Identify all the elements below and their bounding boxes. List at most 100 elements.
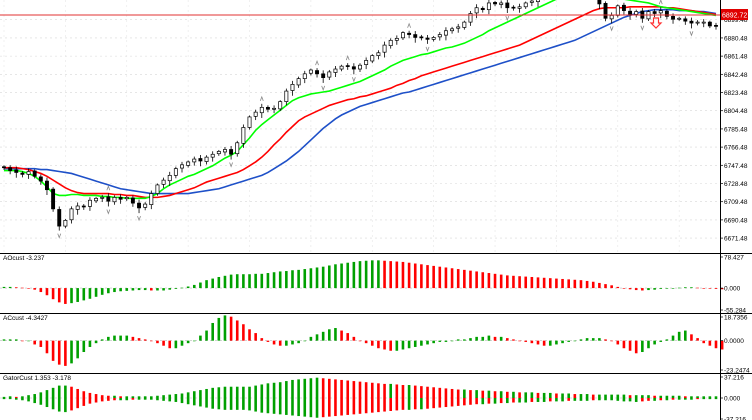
candle-bull[interactable] bbox=[155, 184, 160, 194]
candle-bull[interactable] bbox=[302, 73, 307, 79]
candle-bear[interactable] bbox=[480, 7, 485, 11]
candle-bull[interactable] bbox=[468, 13, 473, 23]
candle-bear[interactable] bbox=[57, 209, 62, 227]
candle-bear[interactable] bbox=[137, 202, 141, 209]
candle-bull[interactable] bbox=[609, 15, 614, 20]
candle-bull[interactable] bbox=[517, 6, 522, 9]
candle-bull[interactable] bbox=[339, 65, 344, 70]
candle-bull[interactable] bbox=[499, 2, 504, 5]
candle-bull[interactable] bbox=[431, 37, 436, 40]
candle-bull[interactable] bbox=[388, 39, 393, 47]
candle-bull[interactable] bbox=[210, 153, 215, 158]
candle-bear[interactable] bbox=[8, 167, 13, 171]
candle-bull[interactable] bbox=[75, 205, 80, 210]
candle-bear[interactable] bbox=[652, 11, 657, 14]
candle-bear[interactable] bbox=[597, 0, 602, 5]
candle-bull[interactable] bbox=[529, 0, 534, 3]
accust-pane[interactable]: ACcust -4.3427 18.7356 0.0000 -23.2474 bbox=[0, 315, 750, 375]
candle-bull[interactable] bbox=[87, 199, 92, 207]
candle-bull[interactable] bbox=[161, 179, 166, 185]
candle-bull[interactable] bbox=[308, 69, 313, 74]
candle-bull[interactable] bbox=[272, 107, 277, 110]
candle-bear[interactable] bbox=[32, 170, 37, 177]
candle-bear[interactable] bbox=[413, 34, 418, 38]
candle-bear[interactable] bbox=[2, 166, 6, 169]
candle-bear[interactable] bbox=[51, 188, 56, 210]
candle-bull[interactable] bbox=[247, 116, 252, 128]
candle-bull[interactable] bbox=[284, 90, 289, 102]
price-axis[interactable]: 6899.48 6880.48 6861.48 6842.48 6823.48 6804.… bbox=[720, 17, 748, 243]
candle-bull[interactable] bbox=[695, 21, 700, 24]
candle-bull[interactable] bbox=[143, 203, 148, 208]
candle-bull[interactable] bbox=[223, 149, 227, 153]
candle-bull[interactable] bbox=[401, 32, 405, 39]
candle-bear[interactable] bbox=[683, 18, 688, 22]
candle-bear[interactable] bbox=[714, 25, 718, 27]
candle-bull[interactable] bbox=[216, 151, 221, 155]
candle-bull[interactable] bbox=[278, 101, 283, 110]
candle-bull[interactable] bbox=[296, 78, 301, 86]
candle-bull[interactable] bbox=[192, 158, 197, 163]
candle-bear[interactable] bbox=[118, 197, 123, 200]
candle-bear[interactable] bbox=[603, 2, 608, 19]
candle-bear[interactable] bbox=[38, 176, 43, 182]
candle-bull[interactable] bbox=[69, 208, 74, 221]
candle-bear[interactable] bbox=[621, 4, 626, 11]
candle-bear[interactable] bbox=[628, 10, 633, 15]
candle-bull[interactable] bbox=[462, 21, 467, 28]
candle-bull[interactable] bbox=[474, 7, 479, 14]
candle-bull[interactable] bbox=[167, 174, 172, 182]
candle-bear[interactable] bbox=[315, 70, 319, 75]
candle-bear[interactable] bbox=[689, 20, 694, 24]
candle-bear[interactable] bbox=[351, 66, 356, 70]
gatorcust-pane[interactable]: GatorCust 1.353 -3.178 37.216 0.000 -37.21… bbox=[0, 375, 746, 420]
candle-bear[interactable] bbox=[45, 180, 49, 191]
candle-bull[interactable] bbox=[450, 28, 455, 32]
candle-bull[interactable] bbox=[253, 111, 258, 117]
candle-bear[interactable] bbox=[664, 10, 669, 17]
candle-bear[interactable] bbox=[707, 21, 712, 27]
candle-bear[interactable] bbox=[321, 73, 326, 79]
candle-bull[interactable] bbox=[112, 197, 117, 203]
candle-bull[interactable] bbox=[290, 84, 295, 91]
candle-bear[interactable] bbox=[425, 37, 430, 40]
candle-bull[interactable] bbox=[173, 168, 178, 176]
candle-bull[interactable] bbox=[180, 164, 184, 169]
candle-bull[interactable] bbox=[437, 34, 442, 38]
candle-bear[interactable] bbox=[198, 158, 203, 162]
candle-bear[interactable] bbox=[14, 169, 19, 173]
candle-bull[interactable] bbox=[370, 55, 375, 62]
candle-bull[interactable] bbox=[523, 2, 528, 8]
candle-bear[interactable] bbox=[419, 36, 424, 39]
candle-bull[interactable] bbox=[235, 142, 240, 155]
candle-bull[interactable] bbox=[26, 171, 31, 175]
candle-bull[interactable] bbox=[615, 5, 620, 16]
candle-bear[interactable] bbox=[229, 149, 234, 155]
candle-bull[interactable] bbox=[376, 52, 381, 56]
candle-bull[interactable] bbox=[63, 220, 68, 227]
candle-bear[interactable] bbox=[505, 2, 510, 9]
candle-bull[interactable] bbox=[701, 21, 706, 24]
candle-bear[interactable] bbox=[20, 172, 25, 175]
candle-bear[interactable] bbox=[493, 2, 497, 5]
candle-bull[interactable] bbox=[382, 44, 387, 53]
candle-bear[interactable] bbox=[671, 16, 675, 20]
candle-bull[interactable] bbox=[358, 64, 362, 70]
candle-bull[interactable] bbox=[364, 60, 369, 65]
candle-bull[interactable] bbox=[100, 197, 105, 199]
candle-bull[interactable] bbox=[94, 197, 99, 202]
candle-bear[interactable] bbox=[130, 197, 135, 204]
candle-bull[interactable] bbox=[394, 38, 399, 41]
candle-bull[interactable] bbox=[456, 26, 461, 29]
aocust-pane[interactable]: AOcust -3.237 78.427 0.000 -55.284 bbox=[0, 255, 746, 315]
price-pane[interactable]: 6899.48 6880.48 6861.48 6842.48 6823.48 6804.… bbox=[0, 0, 748, 252]
candle-bull[interactable] bbox=[259, 106, 264, 114]
candle-bull[interactable] bbox=[677, 17, 682, 20]
candle-bear[interactable] bbox=[81, 205, 86, 208]
candle-bull[interactable] bbox=[241, 127, 246, 144]
candle-bull[interactable] bbox=[186, 161, 191, 166]
candle-bull[interactable] bbox=[124, 197, 129, 200]
candle-bull[interactable] bbox=[204, 156, 209, 162]
candle-bull[interactable] bbox=[486, 2, 491, 11]
